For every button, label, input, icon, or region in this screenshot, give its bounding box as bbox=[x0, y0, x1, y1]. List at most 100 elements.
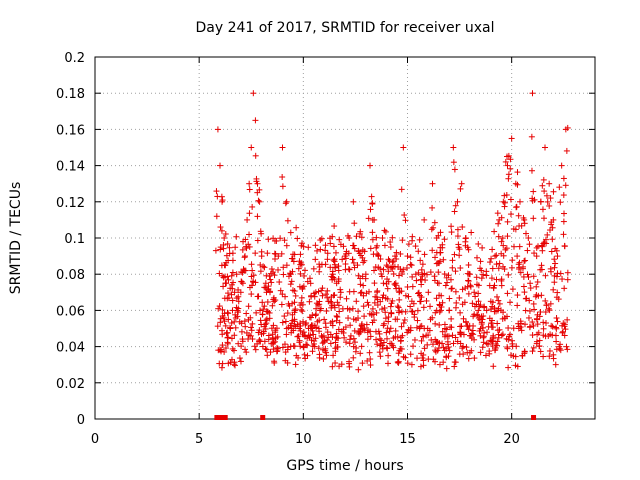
data-point bbox=[356, 328, 363, 335]
data-point bbox=[367, 333, 374, 340]
data-point bbox=[488, 317, 495, 324]
x-tick-label: 15 bbox=[399, 432, 416, 447]
data-point bbox=[456, 246, 463, 253]
data-point bbox=[542, 272, 549, 279]
data-point bbox=[350, 335, 357, 342]
data-point bbox=[287, 229, 294, 236]
data-point bbox=[510, 225, 517, 232]
data-point bbox=[504, 162, 511, 169]
data-point bbox=[505, 271, 512, 278]
data-point bbox=[299, 286, 306, 293]
data-point bbox=[265, 236, 272, 243]
data-point bbox=[460, 331, 467, 338]
data-point bbox=[547, 195, 554, 202]
data-point bbox=[381, 242, 388, 249]
data-point bbox=[525, 235, 532, 241]
data-point bbox=[215, 305, 222, 312]
data-point bbox=[481, 329, 488, 336]
data-point bbox=[266, 315, 273, 322]
data-point bbox=[248, 144, 255, 151]
data-point bbox=[335, 302, 342, 309]
data-point bbox=[241, 318, 248, 325]
data-point bbox=[407, 303, 414, 310]
data-point bbox=[494, 320, 501, 327]
data-point bbox=[218, 262, 225, 269]
data-point bbox=[360, 282, 367, 289]
data-point bbox=[285, 273, 292, 280]
data-point bbox=[287, 281, 294, 288]
data-point bbox=[465, 278, 472, 285]
data-point bbox=[516, 259, 523, 266]
data-point bbox=[256, 327, 263, 334]
data-point bbox=[553, 273, 560, 280]
data-point bbox=[303, 341, 310, 348]
data-point bbox=[394, 333, 401, 340]
data-point bbox=[309, 327, 316, 334]
data-point bbox=[542, 333, 549, 340]
data-point bbox=[560, 231, 567, 238]
data-point bbox=[240, 238, 247, 245]
data-point bbox=[494, 210, 501, 217]
data-point bbox=[560, 210, 567, 217]
data-point bbox=[346, 360, 353, 367]
missing-data-marker bbox=[260, 415, 266, 420]
data-point bbox=[489, 246, 496, 253]
data-point bbox=[232, 324, 239, 331]
data-point bbox=[446, 307, 453, 314]
data-point bbox=[299, 240, 306, 247]
data-point bbox=[224, 240, 231, 247]
data-point bbox=[529, 319, 536, 326]
data-point bbox=[260, 306, 267, 313]
data-point bbox=[384, 335, 391, 342]
data-point bbox=[224, 290, 231, 297]
data-point bbox=[563, 147, 570, 154]
data-point bbox=[507, 211, 514, 218]
data-point bbox=[414, 307, 421, 314]
data-point bbox=[357, 350, 364, 357]
data-point bbox=[337, 289, 344, 296]
data-point bbox=[330, 257, 337, 264]
data-point bbox=[553, 247, 560, 254]
data-point bbox=[418, 294, 425, 301]
data-point bbox=[283, 242, 290, 249]
data-point bbox=[416, 236, 423, 243]
data-point bbox=[397, 345, 404, 352]
data-point bbox=[219, 197, 226, 204]
data-point bbox=[434, 347, 441, 354]
data-point bbox=[351, 264, 358, 271]
data-point bbox=[417, 257, 424, 264]
data-point bbox=[491, 305, 498, 312]
x-tick-label: 0 bbox=[91, 432, 99, 447]
data-point bbox=[243, 310, 250, 317]
data-point bbox=[373, 244, 380, 251]
data-point bbox=[292, 306, 299, 313]
data-point bbox=[337, 286, 344, 293]
data-point bbox=[552, 324, 559, 331]
data-point bbox=[531, 306, 538, 313]
data-point bbox=[384, 263, 391, 270]
data-point bbox=[321, 316, 328, 323]
data-point bbox=[439, 299, 446, 306]
data-point bbox=[392, 327, 399, 334]
data-point bbox=[317, 246, 324, 253]
data-point bbox=[327, 320, 334, 327]
data-point bbox=[477, 258, 484, 265]
data-point bbox=[513, 203, 520, 210]
data-point bbox=[370, 251, 377, 258]
y-tick-label: 0.08 bbox=[56, 268, 85, 283]
data-point bbox=[560, 320, 567, 327]
data-point bbox=[297, 251, 304, 258]
data-point bbox=[443, 353, 450, 360]
data-point bbox=[449, 332, 456, 339]
data-point bbox=[444, 279, 451, 286]
data-point bbox=[521, 258, 528, 265]
data-point bbox=[252, 117, 259, 124]
data-point bbox=[304, 342, 311, 349]
data-point bbox=[298, 306, 305, 313]
data-point bbox=[247, 324, 254, 331]
data-point bbox=[540, 240, 547, 247]
data-point bbox=[419, 261, 426, 268]
data-point bbox=[214, 323, 221, 330]
data-point bbox=[495, 265, 502, 272]
data-point bbox=[239, 269, 246, 276]
